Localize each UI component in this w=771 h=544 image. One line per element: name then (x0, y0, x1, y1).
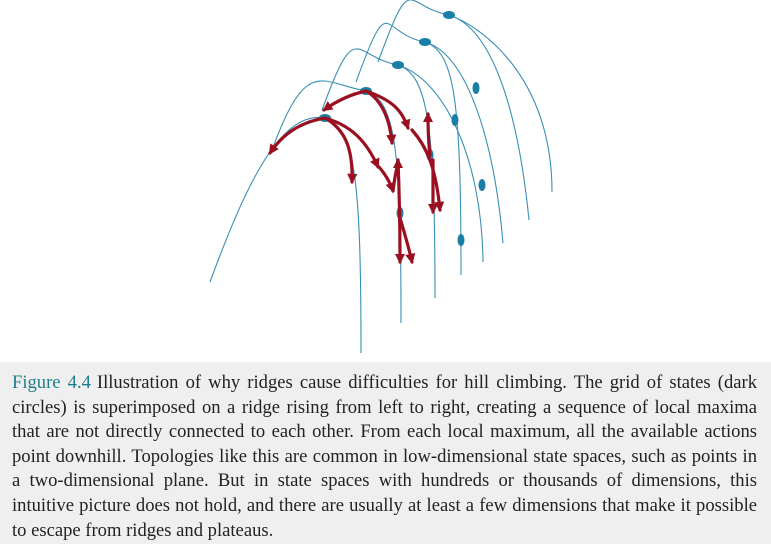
action-arrow (410, 128, 445, 213)
action-arrow (377, 165, 396, 193)
ridge-curve (355, 22, 462, 276)
state-node (472, 82, 480, 94)
ridge-diagram (209, 0, 553, 354)
ridge-curves (209, 0, 553, 354)
state-node (457, 234, 465, 246)
action-arrows (268, 89, 445, 265)
state-node (451, 114, 459, 126)
state-node (443, 11, 455, 19)
ridge-curve (271, 80, 402, 324)
action-arrow (398, 216, 416, 265)
ridge-curve (424, 41, 504, 244)
action-arrow (394, 158, 406, 265)
action-arrow (322, 89, 368, 112)
action-arrow (364, 89, 397, 146)
ridge-curve (377, 0, 553, 193)
action-arrow (364, 89, 411, 130)
ridge-curve (397, 64, 484, 263)
ridge-curve (448, 14, 530, 221)
action-arrow (323, 116, 358, 185)
action-arrow (391, 157, 404, 193)
figure-caption: Figure 4.4 Illustration of why ridges cau… (12, 371, 757, 543)
action-arrow (323, 116, 380, 169)
ridge-curve (321, 48, 436, 299)
state-node (478, 179, 486, 191)
caption-body: Illustration of why ridges cause difficu… (12, 372, 757, 541)
caption-panel: Figure 4.4 Illustration of why ridges cau… (0, 362, 771, 544)
action-arrow (268, 116, 327, 155)
ridge-curve (209, 116, 362, 354)
state-node (392, 61, 404, 69)
ridge-figure (209, 0, 553, 354)
figure-label: Figure 4.4 (12, 372, 91, 393)
state-node (419, 38, 431, 46)
action-arrow (422, 111, 434, 157)
